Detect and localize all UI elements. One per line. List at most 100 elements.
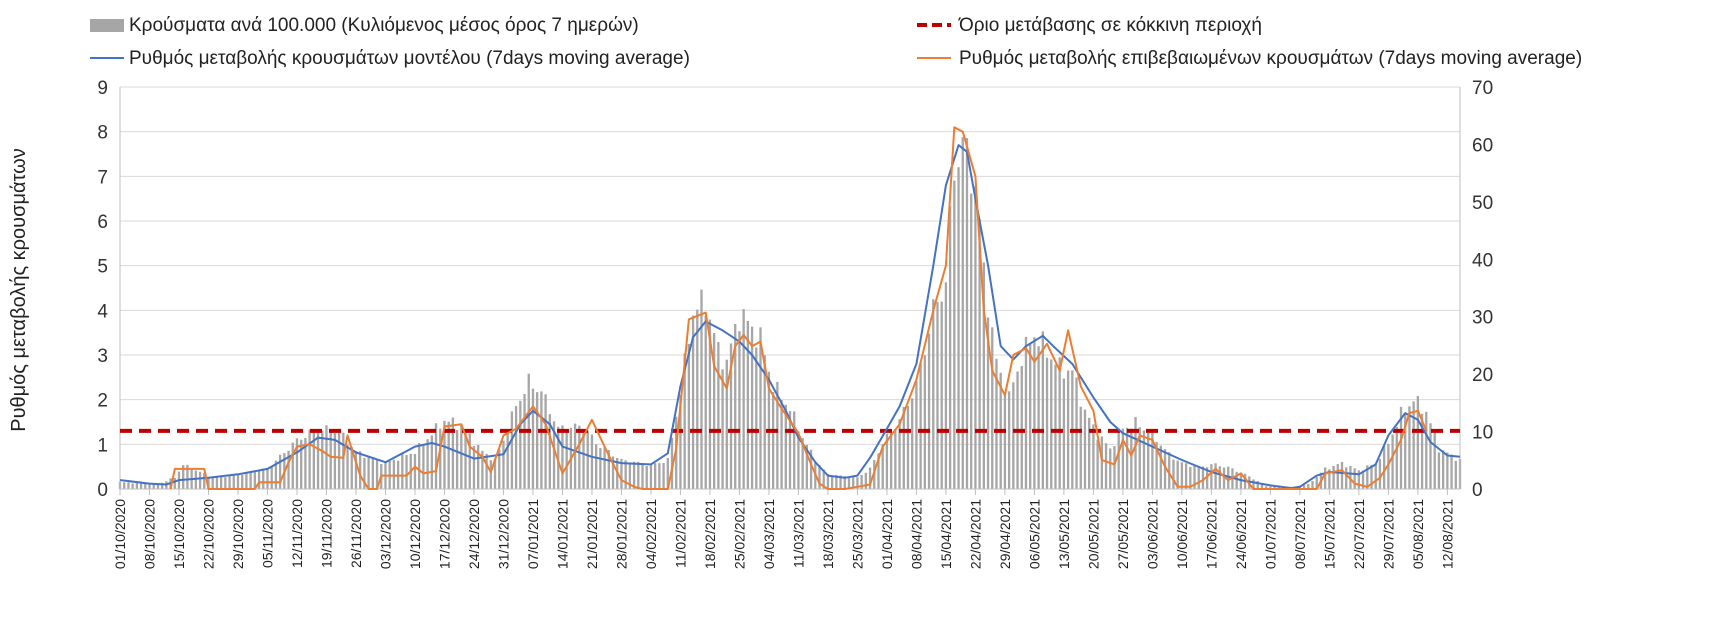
bar bbox=[632, 461, 636, 489]
bar bbox=[704, 315, 707, 489]
bar bbox=[1222, 467, 1226, 489]
bar bbox=[1121, 428, 1125, 489]
bar bbox=[224, 477, 227, 489]
bar bbox=[670, 437, 674, 489]
bar bbox=[1117, 431, 1120, 489]
bar bbox=[1024, 336, 1028, 489]
bar bbox=[1336, 464, 1339, 489]
bar bbox=[519, 400, 522, 489]
bar bbox=[548, 414, 551, 489]
bar bbox=[1332, 465, 1335, 489]
bar bbox=[413, 453, 417, 489]
bar bbox=[1029, 343, 1032, 489]
bar bbox=[1420, 413, 1424, 489]
x-tick-label: 06/05/2021 bbox=[1026, 499, 1042, 569]
bar bbox=[405, 455, 408, 489]
bar bbox=[1302, 485, 1306, 489]
x-tick-label: 29/04/2021 bbox=[997, 499, 1013, 569]
x-tick-label: 04/02/2021 bbox=[643, 499, 659, 569]
bar bbox=[1050, 359, 1053, 489]
y-left-tick-label: 6 bbox=[97, 212, 108, 233]
bar bbox=[906, 406, 910, 489]
y-left-tick-label: 2 bbox=[97, 391, 108, 412]
bar bbox=[1075, 377, 1078, 489]
x-tick-label: 29/10/2020 bbox=[230, 499, 246, 569]
bar bbox=[350, 447, 353, 489]
y-right-tick-label: 50 bbox=[1472, 193, 1493, 214]
bar bbox=[1206, 467, 1209, 489]
bar bbox=[123, 482, 126, 489]
bar bbox=[464, 430, 467, 489]
bar bbox=[641, 463, 644, 489]
bar bbox=[1399, 406, 1403, 489]
bar bbox=[877, 453, 880, 489]
bar bbox=[1062, 378, 1066, 489]
bar bbox=[864, 472, 868, 489]
bar bbox=[1408, 406, 1411, 489]
bar bbox=[691, 315, 695, 489]
x-tick-label: 15/04/2021 bbox=[938, 499, 954, 569]
bar bbox=[653, 463, 657, 489]
bar bbox=[586, 430, 589, 489]
x-tick-label: 14/01/2021 bbox=[554, 499, 570, 569]
y-right-tick-label: 0 bbox=[1472, 480, 1483, 501]
bar bbox=[923, 355, 927, 489]
bar bbox=[207, 476, 210, 489]
bar bbox=[481, 450, 484, 489]
bar bbox=[780, 399, 783, 489]
bar bbox=[1003, 394, 1007, 489]
bar bbox=[852, 476, 855, 489]
bar bbox=[1012, 382, 1015, 489]
bar bbox=[801, 438, 804, 489]
bar bbox=[974, 186, 977, 490]
bar bbox=[965, 138, 969, 490]
bar bbox=[1058, 357, 1061, 489]
bar bbox=[316, 431, 320, 489]
x-tick-label: 01/10/2020 bbox=[112, 499, 128, 569]
bar bbox=[219, 476, 223, 489]
bar bbox=[1054, 364, 1057, 489]
bar bbox=[312, 430, 315, 489]
bar bbox=[262, 468, 265, 489]
bar bbox=[771, 392, 775, 489]
legend: Κρούσματα ανά 100.000 (Κυλιόμενος μέσος … bbox=[90, 15, 1582, 69]
bar bbox=[1130, 428, 1133, 489]
bar bbox=[1416, 396, 1420, 489]
bar bbox=[788, 411, 792, 489]
bar bbox=[1159, 445, 1162, 489]
x-tick-label: 20/05/2021 bbox=[1085, 499, 1101, 569]
bar bbox=[1155, 441, 1158, 489]
bar bbox=[662, 463, 665, 489]
bar bbox=[1323, 467, 1327, 489]
bar bbox=[203, 473, 206, 489]
bar bbox=[721, 369, 724, 489]
y-right-tick-label: 10 bbox=[1472, 423, 1493, 444]
x-tick-label: 03/12/2020 bbox=[377, 499, 393, 569]
bar bbox=[544, 394, 547, 489]
bar bbox=[1269, 486, 1272, 489]
bar bbox=[1446, 452, 1449, 489]
bar bbox=[645, 466, 648, 489]
bar bbox=[1429, 423, 1432, 489]
bar bbox=[1113, 446, 1116, 489]
bar bbox=[755, 347, 758, 489]
bar bbox=[1079, 406, 1082, 489]
bar bbox=[822, 469, 825, 489]
bar bbox=[611, 456, 615, 489]
bar bbox=[531, 388, 535, 489]
bar bbox=[342, 432, 345, 489]
bar bbox=[860, 474, 863, 489]
x-tick-label: 15/07/2021 bbox=[1321, 499, 1337, 569]
y-left-tick-label: 4 bbox=[97, 301, 108, 322]
bar bbox=[371, 457, 374, 489]
bar bbox=[523, 393, 526, 489]
bar bbox=[1395, 426, 1398, 489]
bar bbox=[291, 442, 294, 489]
bar bbox=[759, 327, 762, 489]
bar bbox=[1391, 434, 1394, 489]
bar bbox=[683, 353, 686, 489]
x-tick-label: 18/03/2021 bbox=[820, 499, 836, 569]
y-left-tick-label: 5 bbox=[97, 257, 108, 278]
bar bbox=[729, 343, 733, 489]
bar bbox=[367, 456, 370, 489]
